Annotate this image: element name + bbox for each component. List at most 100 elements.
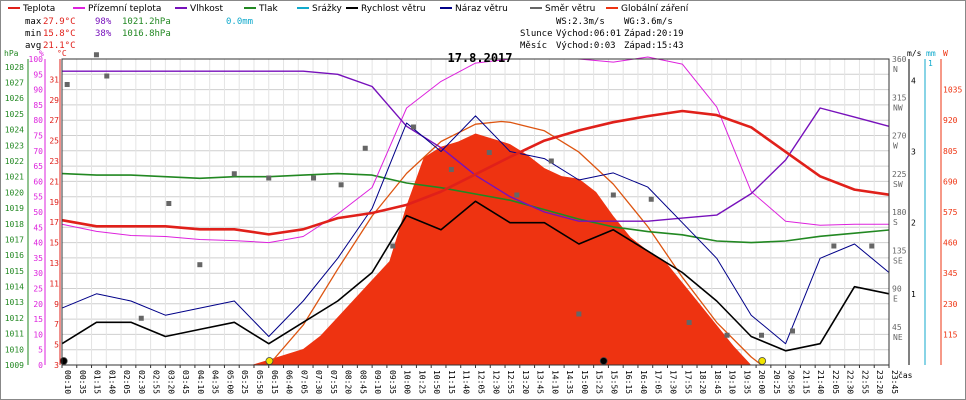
wind-dir-point <box>138 315 144 321</box>
x-tick-label: 23:45 <box>890 370 899 394</box>
pct-tick: 85 <box>33 101 43 110</box>
hpa-tick: 1022 <box>5 157 24 166</box>
wind-dir-point <box>686 320 692 325</box>
x-tick-label: 11:40 <box>462 370 471 394</box>
x-tick-label: 09:35 <box>388 370 397 394</box>
pct-tick: 65 <box>33 162 43 171</box>
temp-tick: 23 <box>49 157 59 166</box>
temp-tick: 21 <box>49 177 59 186</box>
pct-tick: 100 <box>29 55 44 64</box>
legend-label: Náraz větru <box>455 4 508 14</box>
hpa-tick: 1027 <box>5 79 24 88</box>
x-tick-label: 02:05 <box>122 370 131 394</box>
dir-tick: 360 <box>892 55 907 64</box>
pct-tick: 20 <box>33 300 43 309</box>
x-tick-label: 22:05 <box>831 370 840 394</box>
stat-hum: 38% <box>95 29 112 39</box>
legend-label: Směr větru <box>545 4 595 14</box>
info-sunrise: Východ:06:01 <box>556 29 621 39</box>
temp-tick: 11 <box>49 279 59 288</box>
x-tick-label: 22:55 <box>860 370 869 394</box>
wind-dir-point <box>759 332 765 338</box>
pct-tick: 30 <box>33 269 43 278</box>
ms-tick: 3 <box>911 148 916 157</box>
hpa-tick: 1020 <box>5 188 24 197</box>
wind-dir-point <box>166 201 172 206</box>
x-tick-label: 11:15 <box>447 370 456 394</box>
x-tick-label: 15:50 <box>609 370 618 394</box>
wind-dir-point <box>790 328 796 334</box>
wm2-tick: 575 <box>943 208 958 217</box>
temp-tick: 15 <box>49 239 59 248</box>
pct-tick: 5 <box>38 346 43 355</box>
temp-tick: 7 <box>54 320 59 329</box>
ms-tick: 4 <box>911 76 916 85</box>
wind-dir-point <box>610 192 616 198</box>
stat-press: 1021.2hPa <box>122 17 171 27</box>
x-tick-label: 04:35 <box>211 370 220 394</box>
x-tick-label: 01:15 <box>93 370 102 394</box>
pct-tick: 10 <box>33 330 43 339</box>
hpa-tick: 1025 <box>5 110 24 119</box>
dir-label: NW <box>893 103 903 112</box>
right-axes: m/s mm W360N315NW270W225SW180S135SE90E45NE… <box>892 49 962 365</box>
time-axis: 00:10 00:35 01:15 01:40 02:05 02:30 02:55 03:20… <box>61 365 913 394</box>
x-tick-label: 22:30 <box>846 370 855 394</box>
wm2-tick: 345 <box>943 269 958 278</box>
wm2-unit: W <box>943 49 948 58</box>
x-tick-label: 04:10 <box>196 370 205 394</box>
series-prizemni-teplota <box>61 56 889 244</box>
temp-tick: 19 <box>49 198 59 207</box>
x-tick-label: 15:00 <box>580 370 589 394</box>
x-tick-label: 10:25 <box>417 370 426 394</box>
x-tick-label: 23:20 <box>875 370 884 394</box>
legend-label: Přízemní teplota <box>88 4 161 14</box>
ms-tick: 2 <box>911 219 916 228</box>
wind-dir-point <box>410 124 416 130</box>
wind-dir-point <box>197 262 203 268</box>
wind-dir-point <box>390 243 396 249</box>
series-globalni-zareni <box>251 133 752 365</box>
hpa-tick: 1017 <box>5 235 24 244</box>
x-tick-label: 08:20 <box>344 370 353 394</box>
wind-dir-point <box>231 171 237 177</box>
legend-label: Vlhkost <box>190 4 223 14</box>
info-moonset: Západ:15:43 <box>624 41 684 51</box>
sunset-marker <box>758 357 767 365</box>
info-moon-label: Měsíc <box>520 41 547 51</box>
x-tick-label: 07:05 <box>299 370 308 394</box>
x-tick-label: 14:35 <box>565 370 574 394</box>
x-tick-label: 12:30 <box>491 370 500 394</box>
temp-tick: 29 <box>49 96 59 105</box>
ms-unit: m/s <box>907 49 922 58</box>
x-tick-label: 17:30 <box>668 370 677 394</box>
stats-block: max 27.9°C 98% 1021.2hPa 0.0mm min 15.8°C 38% 10… <box>25 17 253 51</box>
x-tick-label: 16:40 <box>639 370 648 394</box>
wind-dir-point <box>448 167 454 172</box>
x-tick-label: 02:30 <box>137 370 146 394</box>
info-sunset: Západ:20:19 <box>624 29 684 39</box>
info-moonrise: Východ:0:03 <box>556 41 616 51</box>
wm2-tick: 1035 <box>943 86 962 95</box>
x-tick-label: 12:05 <box>477 370 486 394</box>
legend-label: Srážky <box>312 4 343 14</box>
x-tick-label: 13:20 <box>521 370 530 394</box>
x-tick-label: 20:50 <box>787 370 796 394</box>
hpa-tick: 1016 <box>5 251 24 260</box>
dir-tick: 90 <box>892 285 902 294</box>
wind-dir-point <box>93 52 99 58</box>
x-tick-label: 09:10 <box>373 370 382 394</box>
dir-label: W <box>893 142 898 151</box>
stat-rain: 0.0mm <box>226 17 253 27</box>
stat-label: avg <box>25 41 41 51</box>
wm2-tick: 805 <box>943 147 958 156</box>
x-tick-label: 05:50 <box>255 370 264 394</box>
wind-dir-point <box>648 196 654 202</box>
pct-tick: 70 <box>33 147 43 156</box>
dir-label: SE <box>893 256 903 265</box>
stat-press: 1016.8hPa <box>122 29 171 39</box>
temp-tick: 25 <box>49 137 59 146</box>
dir-label: SW <box>893 180 903 189</box>
x-tick-label: 10:50 <box>432 370 441 394</box>
temp-tick: 9 <box>54 300 59 309</box>
